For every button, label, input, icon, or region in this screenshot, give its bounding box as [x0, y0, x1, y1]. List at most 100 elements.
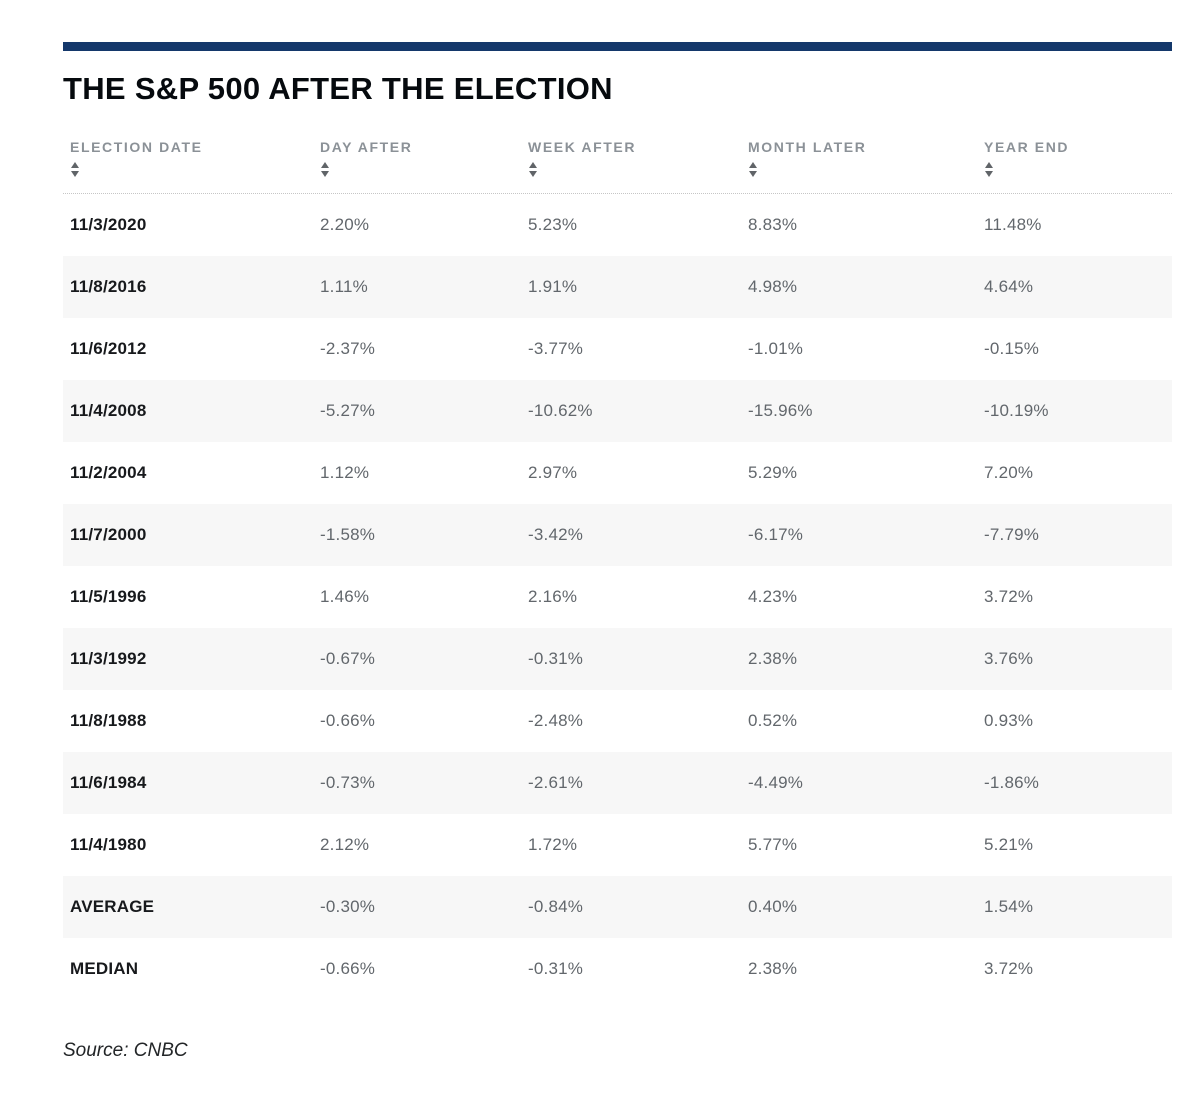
column-header-label: DAY AFTER [320, 139, 413, 155]
cell-year-end: -1.86% [984, 773, 1040, 792]
cell-year-end: 3.72% [984, 959, 1034, 978]
sort-asc-icon [71, 162, 79, 168]
cell-month-later: 2.38% [748, 649, 798, 668]
column-sort-button-election-date[interactable]: ELECTION DATE [63, 139, 313, 177]
cell-year-end: 1.54% [984, 897, 1034, 916]
row-label: 11/6/2012 [70, 339, 147, 358]
cell-month-later: 0.52% [748, 711, 798, 730]
row-label: 11/8/1988 [70, 711, 147, 730]
cell-month-later: -4.49% [748, 773, 804, 792]
cell-month-later: 2.38% [748, 959, 798, 978]
cell-year-end: -7.79% [984, 525, 1040, 544]
cell-day-after: 1.46% [320, 587, 370, 606]
sort-desc-icon [71, 171, 79, 177]
column-sort-button-week-after[interactable]: WEEK AFTER [521, 139, 741, 177]
row-label: 11/7/2000 [70, 525, 147, 544]
cell-week-after: 2.97% [528, 463, 578, 482]
row-label: 11/6/1984 [70, 773, 147, 792]
cell-week-after: 5.23% [528, 215, 578, 234]
cell-year-end: 3.72% [984, 587, 1034, 606]
cell-day-after: 2.20% [320, 215, 370, 234]
cell-month-later: 0.40% [748, 897, 798, 916]
cell-day-after: 1.11% [320, 277, 368, 296]
cell-year-end: 7.20% [984, 463, 1034, 482]
cell-year-end: 0.93% [984, 711, 1034, 730]
cell-day-after: -5.27% [320, 401, 376, 420]
cell-month-later: -6.17% [748, 525, 804, 544]
sort-desc-icon [321, 171, 329, 177]
sort-asc-icon [321, 162, 329, 168]
cell-week-after: -3.42% [528, 525, 584, 544]
cell-day-after: -0.67% [320, 649, 376, 668]
cell-month-later: 5.29% [748, 463, 798, 482]
cell-day-after: -2.37% [320, 339, 376, 358]
column-header-label: YEAR END [984, 139, 1070, 155]
cell-day-after: -0.66% [320, 711, 376, 730]
cell-year-end: 11.48% [984, 215, 1042, 234]
row-label: 11/3/1992 [70, 649, 147, 668]
cell-week-after: -3.77% [528, 339, 584, 358]
row-label: 11/4/1980 [70, 835, 147, 854]
cell-day-after: -1.58% [320, 525, 376, 544]
cell-week-after: -2.48% [528, 711, 584, 730]
sp500-election-table: ELECTION DATE DAY AFTER WEEK AFTER [63, 139, 1172, 1000]
table-row-average: AVERAGE -0.30% -0.84% 0.40% 1.54% [63, 876, 1172, 938]
row-label: 11/4/2008 [70, 401, 147, 420]
row-label: 11/8/2016 [70, 277, 147, 296]
column-sort-button-day-after[interactable]: DAY AFTER [313, 139, 521, 177]
column-sort-button-year-end[interactable]: YEAR END [977, 139, 1172, 177]
table-row: 11/8/2016 1.11% 1.91% 4.98% 4.64% [63, 256, 1172, 318]
sort-asc-icon [985, 162, 993, 168]
cell-month-later: -1.01% [748, 339, 804, 358]
cell-week-after: 1.91% [528, 277, 578, 296]
cell-week-after: -0.31% [528, 649, 584, 668]
table-row: 11/2/2004 1.12% 2.97% 5.29% 7.20% [63, 442, 1172, 504]
cell-week-after: -0.31% [528, 959, 584, 978]
cell-day-after: -0.30% [320, 897, 376, 916]
cell-year-end: 3.76% [984, 649, 1034, 668]
sort-desc-icon [985, 171, 993, 177]
sort-control[interactable] [321, 162, 329, 177]
cell-year-end: 4.64% [984, 277, 1034, 296]
cell-week-after: -0.84% [528, 897, 584, 916]
cell-month-later: 8.83% [748, 215, 798, 234]
table-row: 11/7/2000 -1.58% -3.42% -6.17% -7.79% [63, 504, 1172, 566]
column-header-label: MONTH LATER [748, 139, 867, 155]
column-header-label: WEEK AFTER [528, 139, 637, 155]
row-label: AVERAGE [70, 897, 155, 916]
sort-control[interactable] [749, 162, 757, 177]
column-sort-button-month-later[interactable]: MONTH LATER [741, 139, 977, 177]
cell-day-after: -0.66% [320, 959, 376, 978]
table-header-row: ELECTION DATE DAY AFTER WEEK AFTER [63, 139, 1172, 194]
sort-asc-icon [749, 162, 757, 168]
source-attribution: Source: CNBC [63, 1040, 188, 1061]
table-row: 11/6/2012 -2.37% -3.77% -1.01% -0.15% [63, 318, 1172, 380]
table-row: 11/4/2008 -5.27% -10.62% -15.96% -10.19% [63, 380, 1172, 442]
table-row: 11/8/1988 -0.66% -2.48% 0.52% 0.93% [63, 690, 1172, 752]
table-row: 11/3/1992 -0.67% -0.31% 2.38% 3.76% [63, 628, 1172, 690]
table-row: 11/4/1980 2.12% 1.72% 5.77% 5.21% [63, 814, 1172, 876]
cell-week-after: 1.72% [528, 835, 578, 854]
row-label: MEDIAN [70, 959, 139, 978]
cell-week-after: -10.62% [528, 401, 593, 420]
sort-asc-icon [529, 162, 537, 168]
accent-bar [63, 42, 1172, 51]
cell-month-later: -15.96% [748, 401, 813, 420]
table-row: 11/5/1996 1.46% 2.16% 4.23% 3.72% [63, 566, 1172, 628]
sort-control[interactable] [529, 162, 537, 177]
cell-day-after: -0.73% [320, 773, 376, 792]
cell-year-end: 5.21% [984, 835, 1034, 854]
table-widget: THE S&P 500 AFTER THE ELECTION ELECTION … [63, 0, 1172, 1090]
row-label: 11/3/2020 [70, 215, 147, 234]
sort-control[interactable] [71, 162, 79, 177]
row-label: 11/5/1996 [70, 587, 147, 606]
row-label: 11/2/2004 [70, 463, 147, 482]
sort-control[interactable] [985, 162, 993, 177]
sort-desc-icon [749, 171, 757, 177]
cell-week-after: -2.61% [528, 773, 584, 792]
cell-day-after: 1.12% [320, 463, 370, 482]
cell-month-later: 4.98% [748, 277, 798, 296]
column-header-label: ELECTION DATE [70, 139, 203, 155]
cell-week-after: 2.16% [528, 587, 578, 606]
